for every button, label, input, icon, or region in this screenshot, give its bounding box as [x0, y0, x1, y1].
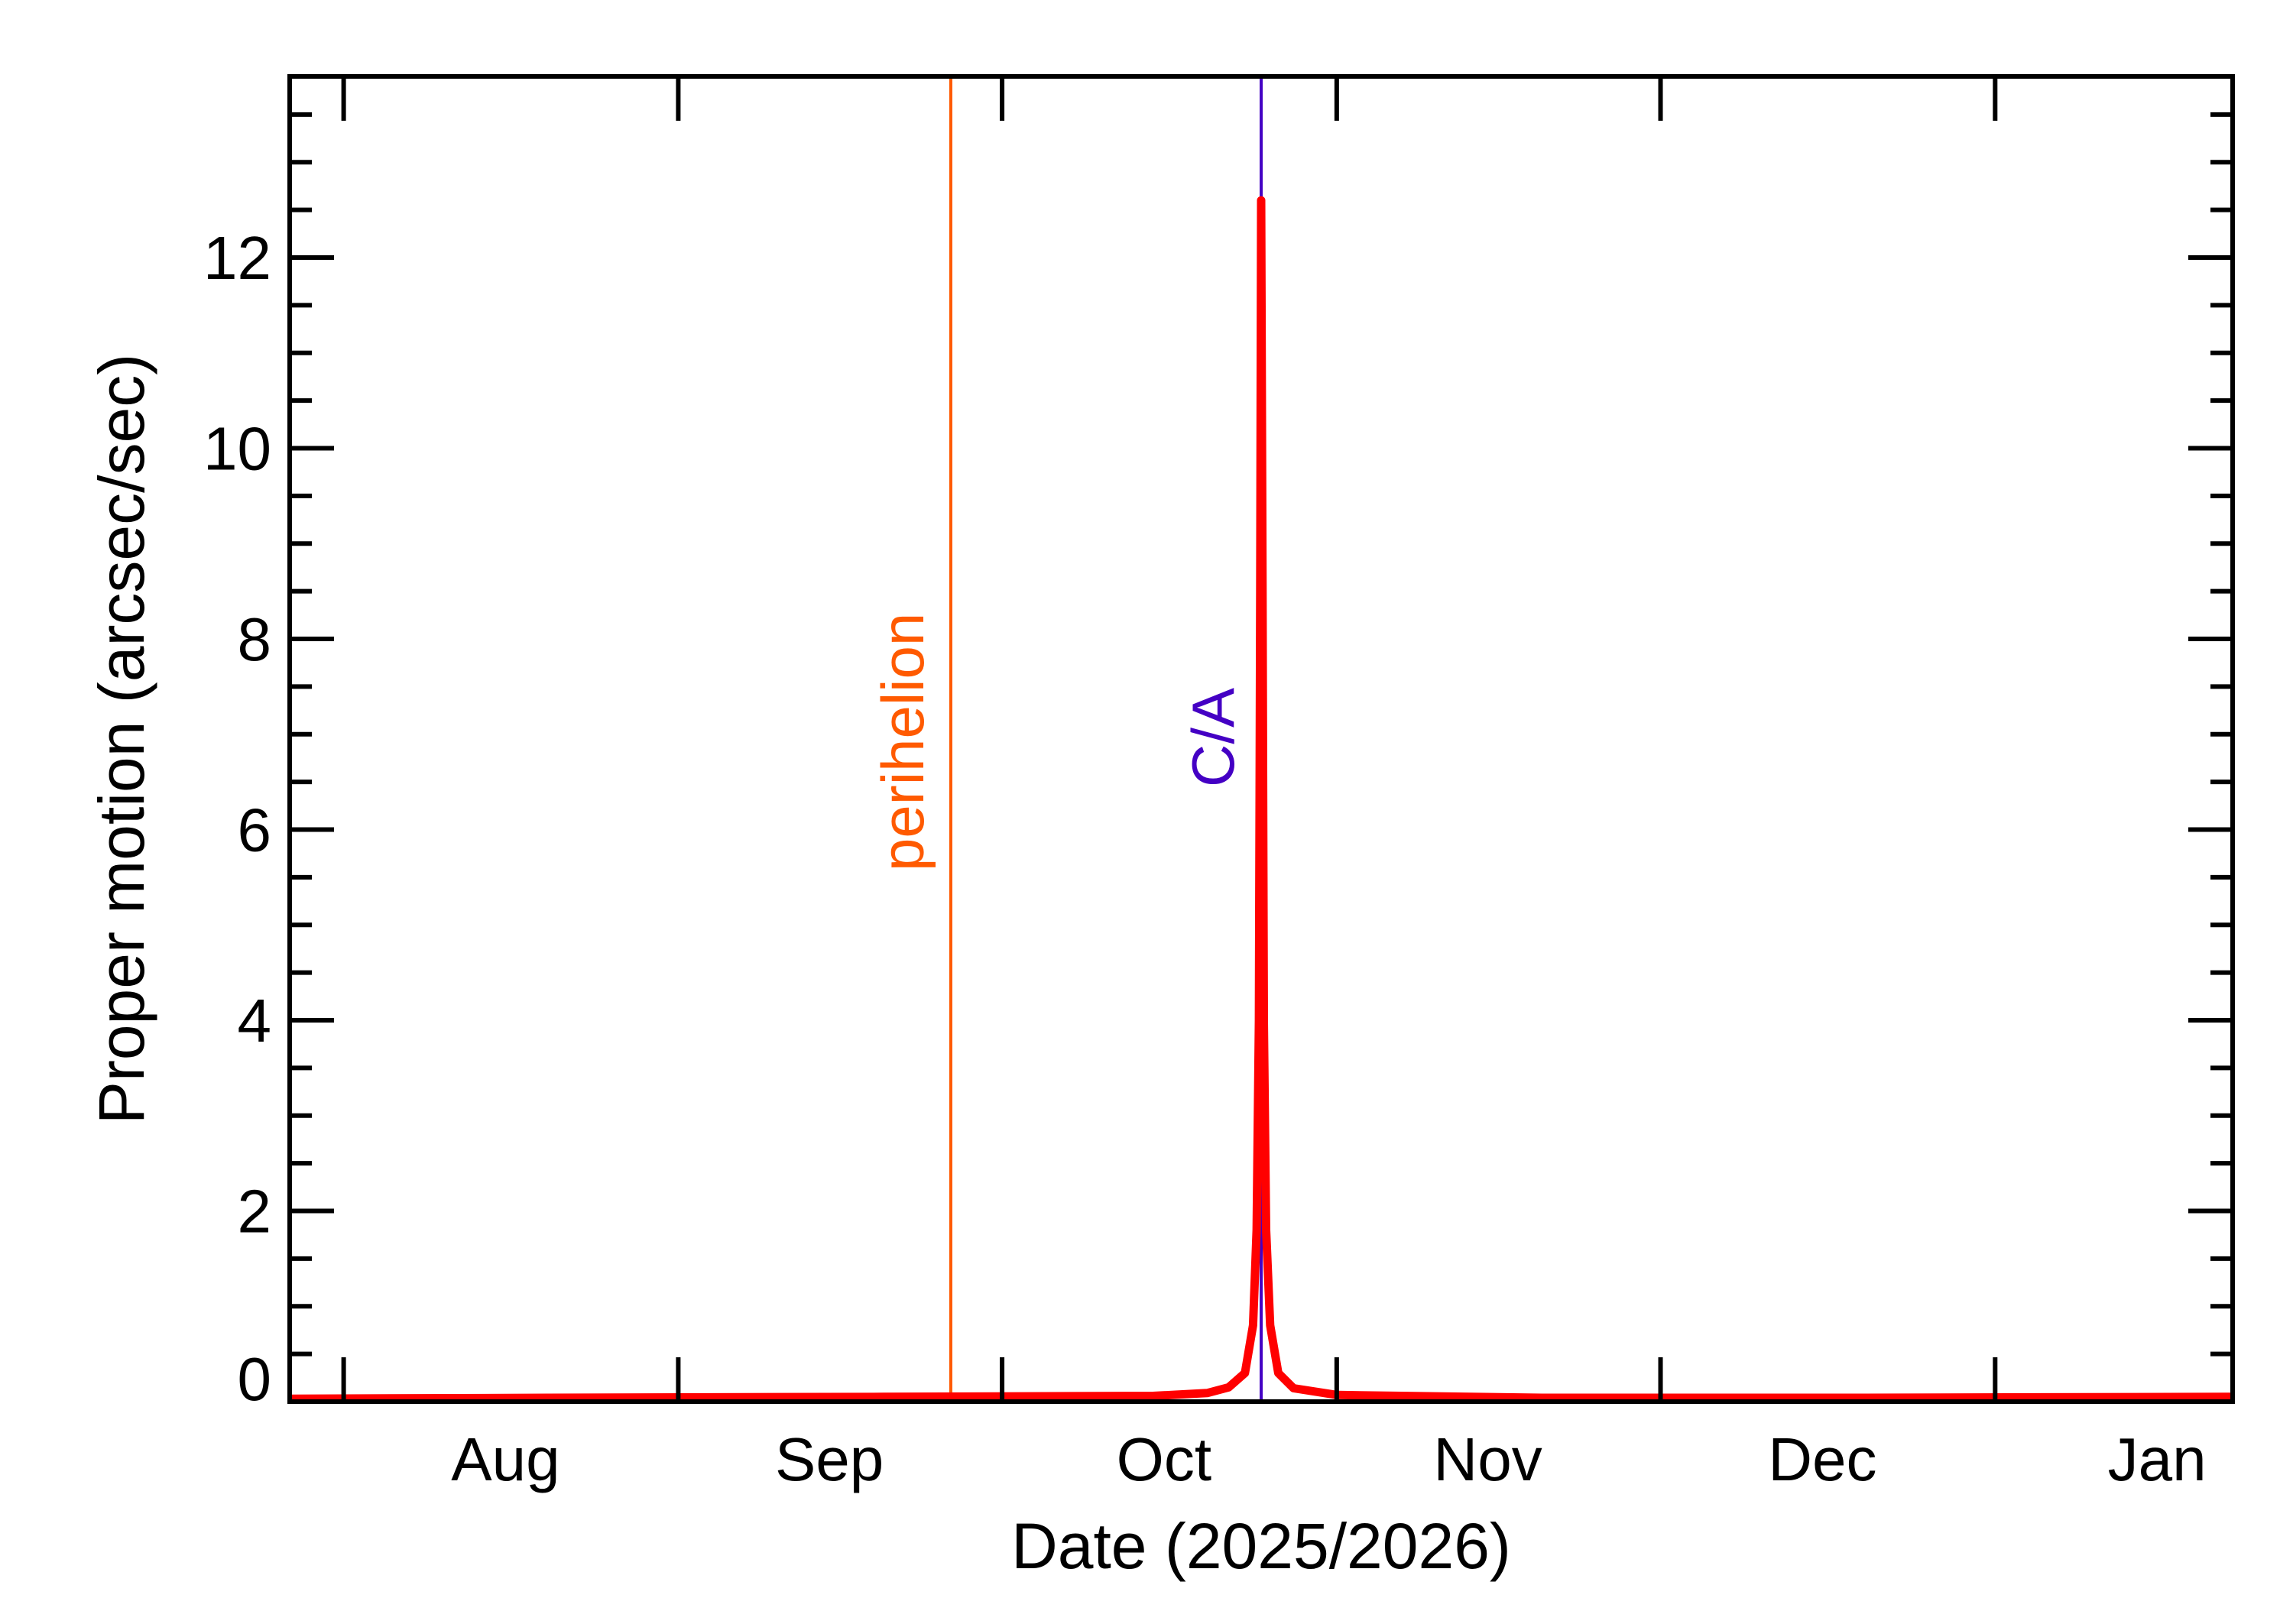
y-tick-label: 4: [238, 987, 272, 1055]
x-tick-label: Aug: [451, 1425, 559, 1493]
x-tick-label: Jan: [2108, 1425, 2207, 1493]
y-tick-label: 2: [238, 1178, 272, 1246]
x-tick-label: Nov: [1433, 1425, 1542, 1493]
y-tick-label: 10: [203, 415, 271, 483]
axes: [287, 74, 2235, 1404]
y-tick-label: 0: [238, 1345, 272, 1413]
annotation-label: C/A: [1179, 688, 1247, 787]
y-tick-label: 8: [238, 605, 272, 673]
data-series-line: [289, 196, 2233, 1403]
x-tick-label: Dec: [1768, 1425, 1876, 1493]
tick-labels: Aug Sep Oct Nov Dec Jan 0 2 4 6 8 10 12: [203, 224, 2207, 1493]
annotation-label: perihelion: [869, 613, 936, 871]
series-layer: [289, 196, 2233, 1403]
x-tick-label: Sep: [775, 1425, 884, 1493]
x-axis-label: Date (2025/2026): [1011, 1510, 1511, 1582]
annotations: perihelion C/A: [869, 76, 1263, 1402]
y-tick-label: 6: [238, 796, 272, 864]
plot-frame: [287, 74, 2235, 1404]
y-axis-label: Proper motion (arcsec/sec): [86, 354, 157, 1124]
x-tick-label: Oct: [1117, 1425, 1211, 1493]
y-tick-label: 12: [203, 224, 271, 292]
